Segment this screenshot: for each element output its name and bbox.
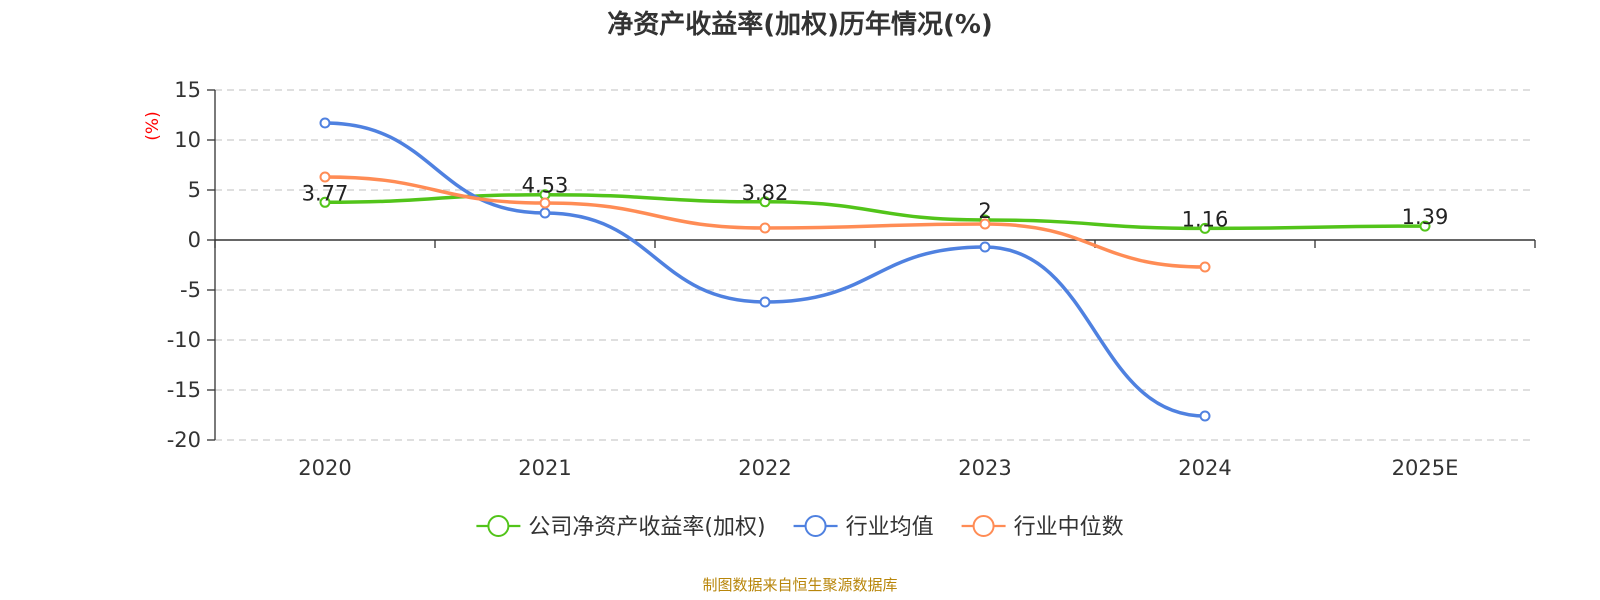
series-line-0 bbox=[324, 192, 1426, 231]
data-labels: 3.77 4.53 3.82 2 1.16 1.39 bbox=[302, 174, 1449, 232]
data-label: 1.16 bbox=[1182, 207, 1229, 231]
axes: 15 10 5 0 -5 -10 -15 -20 2020 2021 2022 2023 2024 202… bbox=[167, 78, 1536, 480]
data-point bbox=[759, 196, 771, 208]
legend-marker bbox=[804, 515, 827, 537]
data-point bbox=[1419, 220, 1431, 232]
data-point bbox=[539, 207, 551, 219]
data-point bbox=[539, 197, 551, 209]
data-point bbox=[759, 296, 771, 308]
data-point bbox=[319, 196, 331, 208]
data-label: 4.53 bbox=[522, 174, 569, 198]
data-point bbox=[979, 218, 991, 230]
data-point bbox=[979, 241, 991, 253]
data-label: 1.39 bbox=[1402, 205, 1449, 229]
data-point bbox=[1199, 222, 1211, 234]
series-line-1 bbox=[324, 121, 1206, 418]
y-tick-label: 15 bbox=[174, 78, 201, 102]
y-tick-label: -10 bbox=[167, 328, 201, 352]
legend-label: 公司净资产收益率(加权) bbox=[528, 515, 765, 540]
chart-title: 净资产收益率(加权)历年情况(%) bbox=[607, 9, 993, 40]
legend-item-1[interactable]: 行业均值 bbox=[793, 515, 934, 540]
data-point bbox=[1199, 261, 1211, 273]
data-point bbox=[319, 117, 331, 129]
legend-item-0[interactable]: 公司净资产收益率(加权) bbox=[476, 515, 766, 540]
series bbox=[319, 117, 1431, 422]
data-point bbox=[1199, 410, 1211, 422]
x-tick-label: 2024 bbox=[1178, 456, 1231, 480]
y-tick-label: 10 bbox=[174, 128, 201, 152]
y-tick-label: -15 bbox=[167, 378, 201, 402]
source-note: 制图数据来自恒生聚源数据库 bbox=[702, 576, 897, 594]
y-tick-label: -20 bbox=[167, 428, 201, 452]
y-tick-label: 5 bbox=[188, 178, 201, 202]
y-tick-label: 0 bbox=[188, 228, 201, 252]
x-tick-label: 2023 bbox=[958, 456, 1011, 480]
data-point bbox=[759, 222, 771, 234]
legend-label: 行业均值 bbox=[846, 515, 934, 540]
legend-item-2[interactable]: 行业中位数 bbox=[961, 515, 1124, 540]
data-point bbox=[319, 171, 331, 183]
legend[interactable]: 公司净资产收益率(加权) 行业均值 行业中位数 bbox=[476, 515, 1124, 540]
x-tick-label: 2020 bbox=[298, 456, 351, 480]
data-label: 3.77 bbox=[302, 181, 349, 205]
x-tick-label: 2021 bbox=[518, 456, 571, 480]
y-axis-label: (%) bbox=[143, 111, 163, 140]
x-tick-label: 2022 bbox=[738, 456, 791, 480]
legend-marker bbox=[972, 515, 995, 537]
data-label: 2 bbox=[978, 199, 991, 223]
legend-label: 行业中位数 bbox=[1014, 515, 1124, 540]
grid bbox=[215, 89, 1535, 441]
legend-marker bbox=[487, 515, 510, 537]
y-tick-label: -5 bbox=[180, 278, 201, 302]
x-tick-label: 2025E bbox=[1392, 456, 1459, 480]
data-label: 3.82 bbox=[742, 181, 789, 205]
